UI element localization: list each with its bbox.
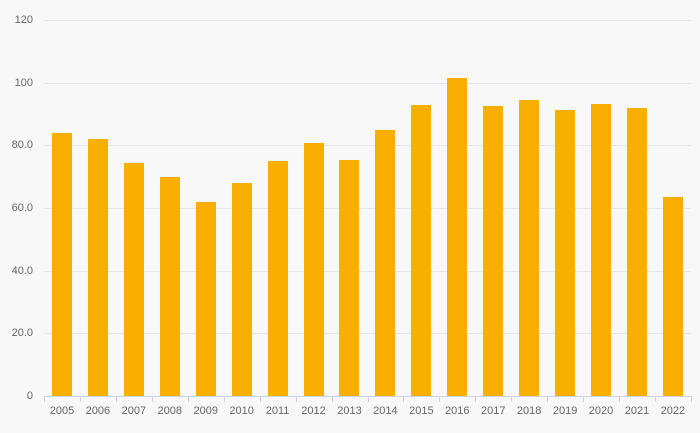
x-axis-tick-label: 2011	[265, 405, 290, 417]
bar-2009[interactable]	[195, 202, 216, 396]
bar-2015[interactable]	[411, 105, 432, 396]
x-axis-tick	[439, 396, 440, 402]
x-axis-tick	[44, 396, 45, 402]
x-axis-tick-label: 2012	[301, 405, 326, 417]
bar-slot-2009	[188, 20, 224, 396]
bar-2021[interactable]	[626, 108, 647, 396]
x-axis-tick	[583, 396, 584, 402]
bar-slot-2012	[296, 20, 332, 396]
bar-slot-2017	[475, 20, 511, 396]
bar-2019[interactable]	[555, 110, 576, 396]
x-axis-tick-label: 2019	[552, 405, 578, 417]
x-axis-tick	[188, 396, 189, 402]
x-axis-tick-label: 2018	[516, 405, 542, 417]
bar-slot-2016	[439, 20, 475, 396]
x-axis-labels: 2005 2006 2007 2008 2009 2010 2011 2012 2013 2014…	[44, 404, 691, 418]
x-axis-tick-label: 2021	[624, 405, 650, 417]
bar-2017[interactable]	[483, 106, 504, 396]
bar-2013[interactable]	[339, 160, 360, 396]
bar-2006[interactable]	[87, 139, 108, 396]
x-axis-tick	[691, 396, 692, 402]
y-axis-tick-label: 100	[14, 77, 33, 89]
x-axis-tick	[511, 396, 512, 402]
x-axis-tick	[152, 396, 153, 402]
bar-slot-2022	[655, 20, 691, 396]
x-axis-tick	[368, 396, 369, 402]
x-axis-tick	[475, 396, 476, 402]
bar-2018[interactable]	[519, 100, 540, 396]
y-gridline	[44, 20, 691, 21]
bar-2010[interactable]	[231, 183, 252, 396]
bar-slot-2013	[332, 20, 368, 396]
y-gridline	[44, 83, 691, 84]
x-axis-tick	[332, 396, 333, 402]
y-axis-tick-label: 60.0	[11, 202, 33, 214]
bar-slot-2018	[511, 20, 547, 396]
bar-2016[interactable]	[447, 78, 468, 396]
x-axis-tick-label: 2006	[85, 405, 111, 417]
bar-2020[interactable]	[591, 104, 612, 396]
bar-slot-2015	[403, 20, 439, 396]
x-axis-tick-label: 2014	[373, 405, 398, 417]
x-axis-tick-label: 2015	[409, 405, 434, 417]
x-axis-tick-label: 2010	[229, 405, 254, 417]
x-axis-tick	[619, 396, 620, 402]
bar-2014[interactable]	[375, 130, 396, 396]
y-axis-tick-label: 0	[26, 390, 33, 402]
x-axis-tick	[296, 396, 297, 402]
y-axis-tick-label: 20.0	[11, 327, 33, 339]
x-axis-tick-label: 2022	[660, 405, 686, 417]
x-axis-tick	[403, 396, 404, 402]
bar-2022[interactable]	[662, 197, 683, 396]
y-axis-tick-label: 80.0	[11, 139, 33, 151]
bar-slot-2011	[260, 20, 296, 396]
y-gridline	[44, 271, 691, 272]
y-axis-tick-label: 40.0	[11, 265, 33, 277]
bar-2007[interactable]	[123, 163, 144, 396]
bar-2012[interactable]	[303, 143, 324, 396]
x-axis-tick-label: 2009	[193, 405, 218, 417]
x-axis-tick	[547, 396, 548, 402]
x-axis-tick-label: 2020	[588, 405, 614, 417]
bar-slot-2020	[583, 20, 619, 396]
bar-slot-2008	[152, 20, 188, 396]
x-axis-tick-label: 2005	[49, 405, 75, 417]
bar-slot-2014	[367, 20, 403, 396]
x-axis-tick	[116, 396, 117, 402]
y-axis-tick-label: 120	[14, 14, 33, 26]
bar-slot-2005	[44, 20, 80, 396]
bar-slot-2021	[619, 20, 655, 396]
y-gridline	[44, 208, 691, 209]
x-axis-tick-label: 2013	[337, 405, 362, 417]
bar-2005[interactable]	[51, 133, 72, 396]
x-axis-tick	[224, 396, 225, 402]
x-axis-tick	[80, 396, 81, 402]
bar-slot-2007	[116, 20, 152, 396]
bar-slot-2019	[547, 20, 583, 396]
x-axis-tick	[655, 396, 656, 402]
x-axis-tick-label: 2016	[445, 405, 470, 417]
bar-2008[interactable]	[159, 177, 180, 396]
plot-area	[44, 20, 691, 396]
x-axis-tick-label: 2008	[157, 405, 183, 417]
bar-slot-2010	[224, 20, 260, 396]
y-gridline	[44, 145, 691, 146]
bar-2011[interactable]	[267, 161, 288, 396]
x-axis-tick	[260, 396, 261, 402]
x-axis-tick-label: 2007	[121, 405, 147, 417]
x-axis-tick-label: 2017	[480, 405, 506, 417]
bar-slot-2006	[80, 20, 116, 396]
y-gridline	[44, 333, 691, 334]
